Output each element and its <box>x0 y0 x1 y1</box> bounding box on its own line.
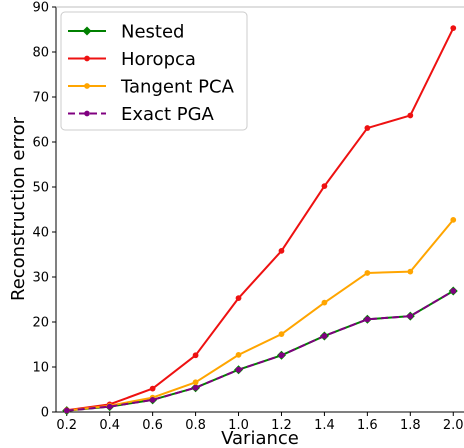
y-tick-label: 20 <box>32 316 49 331</box>
series-horopca <box>63 25 457 414</box>
x-tick-label: 0.4 <box>99 418 120 433</box>
data-point <box>106 403 113 410</box>
legend-item: Nested <box>68 22 184 43</box>
data-point <box>407 112 414 119</box>
x-tick-label: 1.6 <box>357 418 378 433</box>
data-point <box>278 248 285 254</box>
legend-marker <box>84 55 90 62</box>
x-tick-label: 2.0 <box>443 418 464 433</box>
x-tick-label: 0.6 <box>142 418 163 433</box>
series-line <box>66 290 454 412</box>
legend-item: Exact PGA <box>68 104 215 125</box>
y-tick-label: 60 <box>32 136 49 151</box>
x-axis-label: Variance <box>221 428 299 448</box>
data-point <box>364 316 371 323</box>
data-point <box>192 379 199 386</box>
y-axis: 0 10 20 30 40 50 60 70 80 90 <box>32 1 56 421</box>
data-point <box>149 385 156 392</box>
data-point <box>407 268 414 275</box>
series-line <box>66 27 455 412</box>
data-point <box>450 288 457 294</box>
y-tick-label: 50 <box>32 181 49 196</box>
legend: Nested Horopca Tangent PCA Exact PGA <box>60 11 248 131</box>
legend-marker <box>84 110 90 117</box>
data-point <box>407 313 414 320</box>
data-point <box>63 407 70 414</box>
legend-item: Tangent PCA <box>68 77 235 98</box>
series-line <box>66 290 454 412</box>
legend-label: Nested <box>121 22 184 43</box>
data-point <box>450 216 457 223</box>
y-tick-label: 40 <box>32 226 49 241</box>
legend-item: Horopca <box>68 49 196 70</box>
legend-label: Tangent PCA <box>120 77 235 98</box>
data-point <box>450 25 457 32</box>
legend-marker <box>84 83 90 89</box>
data-point <box>149 396 156 403</box>
x-tick-label: 1.4 <box>314 418 335 433</box>
data-point <box>192 384 199 391</box>
data-point <box>278 352 285 359</box>
x-tick-label: 0.2 <box>56 418 77 433</box>
data-point <box>321 333 328 339</box>
data-point <box>364 270 371 276</box>
series-nested <box>62 286 458 416</box>
data-point <box>321 299 328 306</box>
x-tick-label: 1.2 <box>271 418 292 433</box>
y-tick-label: 10 <box>32 361 49 376</box>
legend-marker <box>82 26 92 36</box>
y-tick-label: 90 <box>32 1 49 16</box>
legend-label: Exact PGA <box>121 104 215 125</box>
data-point <box>321 183 328 189</box>
x-axis: 0.2 0.4 0.6 0.8 1.0 1.2 1.4 1.6 1.8 2.0 <box>56 412 464 433</box>
plot-area <box>62 25 458 416</box>
data-point <box>364 125 371 131</box>
axes-frame <box>55 6 464 413</box>
data-point <box>235 366 242 373</box>
x-tick-label: 0.8 <box>185 418 206 433</box>
legend-label: Horopca <box>121 49 196 70</box>
series-exact-pga <box>63 288 457 414</box>
series-line <box>66 219 455 412</box>
y-tick-label: 70 <box>32 91 49 106</box>
data-point <box>192 352 199 359</box>
legend-box <box>60 11 248 131</box>
y-tick-label: 0 <box>41 406 49 421</box>
x-tick-label: 1.0 <box>228 418 249 433</box>
y-tick-label: 80 <box>32 46 49 61</box>
x-tick-label: 1.8 <box>400 418 421 433</box>
data-point <box>235 295 242 302</box>
y-tick-label: 30 <box>32 271 49 286</box>
data-point <box>278 331 285 338</box>
series-tangent-pca <box>63 216 457 414</box>
data-point <box>235 351 242 358</box>
y-axis-label: Reconstruction error <box>8 116 29 301</box>
